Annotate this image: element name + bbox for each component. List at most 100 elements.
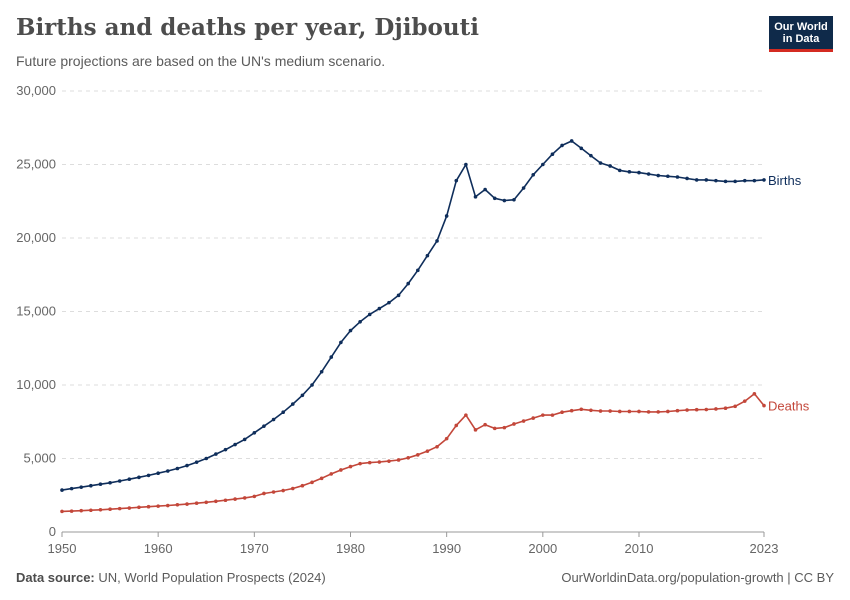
x-tick-label: 1950: [48, 541, 77, 556]
births-point: [339, 340, 343, 345]
deaths-point: [656, 410, 661, 414]
births-point: [137, 475, 141, 480]
births-point: [127, 477, 132, 482]
deaths-point: [742, 399, 747, 403]
births-point: [348, 328, 353, 333]
deaths-point: [175, 503, 180, 507]
births-point: [541, 162, 545, 167]
births-point: [714, 178, 718, 183]
deaths-point: [531, 416, 536, 420]
deaths-point: [473, 428, 478, 432]
deaths-point: [290, 486, 295, 491]
deaths-point: [483, 422, 487, 427]
births-point: [290, 402, 295, 406]
deaths-point: [367, 460, 372, 465]
deaths-point: [444, 436, 449, 441]
births-point: [502, 198, 507, 203]
deaths-point: [98, 508, 103, 512]
deaths-point: [146, 504, 151, 509]
y-axis-ticks: 0 5,000 10,000 15,000 20,000 25,000 30,000: [16, 83, 56, 539]
data-source: Data source: UN, World Population Prospe…: [16, 570, 326, 585]
births-point: [694, 178, 699, 182]
births-point: [444, 214, 449, 218]
births-point: [752, 178, 757, 183]
deaths-point: [541, 413, 545, 417]
deaths-point: [704, 407, 709, 412]
x-tick-label: 2010: [625, 541, 654, 556]
y-tick-label: 25,000: [16, 157, 56, 172]
births-point: [685, 176, 689, 181]
deaths-point: [60, 509, 64, 514]
births-point: [387, 300, 391, 305]
deaths-series-label: Deaths: [768, 399, 810, 414]
deaths-point: [156, 504, 160, 508]
births-point: [483, 187, 487, 192]
births-point: [598, 161, 603, 165]
deaths-point: [223, 498, 228, 503]
births-point: [262, 424, 266, 428]
deaths-point: [579, 407, 584, 412]
deaths-point: [589, 408, 593, 413]
deaths-point: [762, 403, 766, 408]
births-point: [569, 139, 574, 143]
deaths-point: [358, 461, 362, 466]
deaths-point: [569, 408, 574, 413]
deaths-point: [89, 508, 93, 513]
births-point: [156, 471, 160, 476]
births-point: [733, 179, 737, 184]
x-tick-label: 1990: [432, 541, 461, 556]
births-point: [492, 196, 497, 201]
births-point: [454, 178, 459, 183]
deaths-point: [108, 507, 112, 512]
births-line: [61, 140, 765, 491]
deaths-point: [214, 499, 218, 504]
births-point: [214, 452, 218, 456]
x-tick-label: 2000: [528, 541, 557, 556]
births-point: [146, 473, 151, 478]
deaths-point: [512, 422, 516, 426]
deaths-point: [127, 506, 132, 510]
births-point: [512, 197, 516, 202]
births-point: [521, 186, 526, 190]
deaths-point: [666, 409, 670, 414]
births-point: [742, 178, 747, 183]
births-point: [79, 485, 84, 489]
deaths-point: [425, 449, 430, 453]
births-point: [319, 369, 324, 374]
y-tick-label: 10,000: [16, 377, 56, 392]
x-axis-ticks: 1950 1960 1970 1980 1990 2000 2010 2023: [48, 532, 778, 556]
births-point: [98, 482, 103, 487]
births-point: [723, 179, 728, 184]
x-tick-label: 1970: [240, 541, 269, 556]
deaths-point: [685, 408, 689, 412]
births-point: [117, 479, 122, 483]
deaths-point: [348, 464, 353, 469]
deaths-point: [137, 505, 141, 510]
births-point: [108, 480, 112, 485]
logo-line-1: Our World: [774, 21, 828, 33]
births-point: [589, 153, 593, 158]
births-point: [425, 253, 430, 258]
deaths-point: [165, 503, 170, 508]
source-url-link[interactable]: OurWorldinData.org/population-growth | C…: [561, 570, 834, 585]
births-point: [435, 239, 439, 243]
deaths-point: [300, 483, 305, 488]
deaths-point: [406, 455, 410, 460]
deaths-point: [185, 502, 189, 506]
deaths-point: [339, 468, 343, 472]
deaths-point: [117, 506, 122, 511]
births-point: [396, 293, 401, 298]
deaths-point: [637, 409, 641, 414]
deaths-point: [262, 491, 266, 496]
births-point: [579, 146, 584, 151]
deaths-point: [598, 409, 603, 413]
deaths-point: [550, 413, 555, 417]
y-tick-label: 15,000: [16, 304, 56, 319]
births-point: [704, 178, 709, 182]
owid-logo[interactable]: Our World in Data: [769, 16, 833, 52]
deaths-point: [281, 488, 285, 493]
births-point: [762, 178, 766, 182]
deaths-point: [714, 407, 718, 411]
y-tick-label: 30,000: [16, 83, 56, 98]
